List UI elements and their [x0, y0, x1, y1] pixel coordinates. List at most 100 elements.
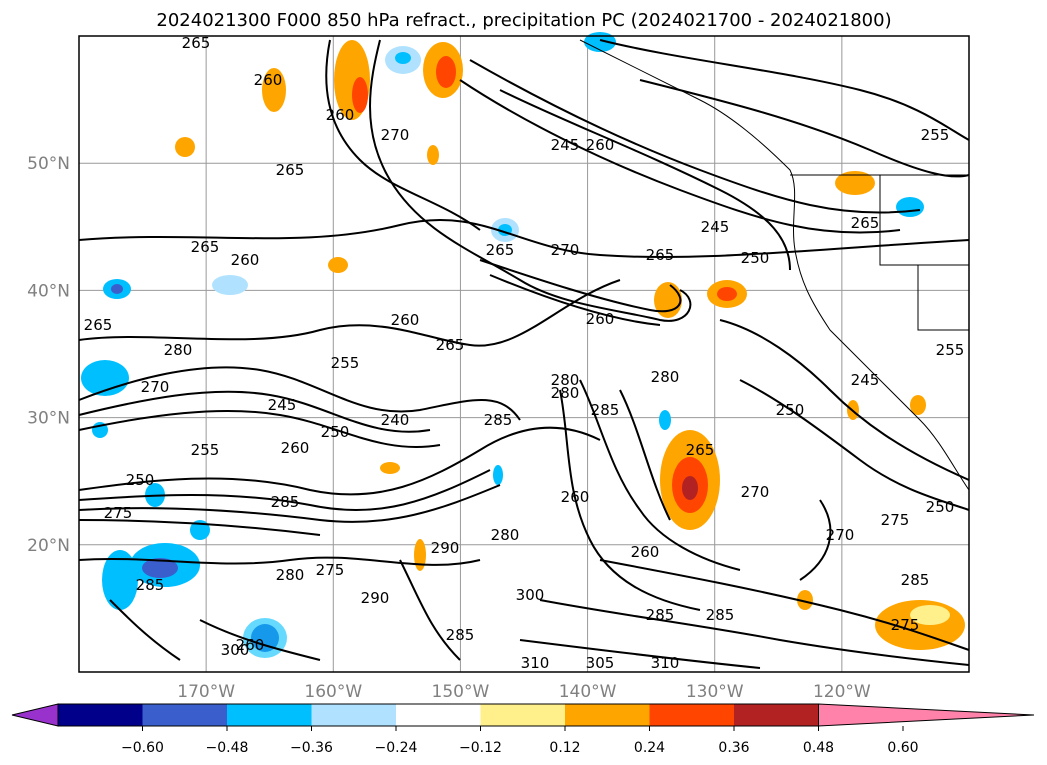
contour-label: 260 — [586, 310, 615, 328]
contour-label: 285 — [646, 606, 675, 624]
lat-label: 30°N — [27, 409, 70, 429]
colorbar-segment — [142, 704, 227, 726]
colorbar-tick-label: 0.12 — [549, 740, 580, 756]
colorbar-tick-label: −0.36 — [290, 740, 333, 756]
contour-label: 265 — [851, 214, 880, 232]
colorbar-segment — [734, 704, 819, 726]
colorbar: −0.60 −0.48 −0.36 −0.24 −0.12 0.12 0.24 0.36 0.4… — [11, 703, 1035, 756]
colorbar-tick-label: −0.48 — [206, 740, 249, 756]
contour-label: 245 — [701, 218, 730, 236]
contour-label: 260 — [236, 636, 265, 654]
contour-label: 290 — [361, 589, 390, 607]
contour-label: 250 — [776, 401, 805, 419]
contour-label: 285 — [484, 411, 513, 429]
contour-label: 280 — [551, 384, 580, 402]
contour-label: 255 — [936, 341, 965, 359]
figure-title: 2024021300 F000 850 hPa refract., precip… — [156, 10, 891, 31]
contour-label: 265 — [686, 441, 715, 459]
contour-label: 260 — [391, 311, 420, 329]
contour-label: 265 — [191, 238, 220, 256]
contour-label: 245 — [268, 396, 297, 414]
contour-label: 300 — [221, 641, 250, 659]
contour-label: 260 — [254, 71, 283, 89]
contour-label: 275 — [316, 561, 345, 579]
contour-label: 275 — [881, 511, 910, 529]
colorbar-segment — [649, 704, 734, 726]
contour-label: 255 — [331, 354, 360, 372]
contour-label: 290 — [431, 539, 460, 557]
contour-label: 265 — [84, 316, 113, 334]
colorbar-tick-label: −0.12 — [459, 740, 502, 756]
contour-label: 285 — [901, 571, 930, 589]
map-frame — [78, 35, 970, 673]
contour-label: 250 — [321, 423, 350, 441]
refractivity-contours — [78, 39, 970, 669]
colorbar-tick-label: 0.24 — [634, 740, 665, 756]
colorbar-tick-label: 0.60 — [887, 740, 918, 756]
colorbar-extend-high — [818, 703, 1035, 727]
contour-label: 260 — [231, 251, 260, 269]
contour-label: 255 — [191, 441, 220, 459]
lon-label: 130°W — [686, 682, 744, 702]
colorbar-segment — [58, 704, 143, 726]
contour-label: 275 — [104, 504, 133, 522]
contour-label: 270 — [141, 378, 170, 396]
contour-labels: 265 260 270 245 260 265 260 255 265 265 260 245 265 2… — [84, 34, 965, 672]
contour-label: 280 — [651, 368, 680, 386]
contour-label: 285 — [271, 493, 300, 511]
contour-label: 260 — [561, 488, 590, 506]
map-panel: 265 260 270 245 260 265 260 255 265 265 260 245 265 2… — [78, 32, 970, 673]
lat-label: 20°N — [27, 536, 70, 556]
contour-label: 250 — [741, 249, 770, 267]
lon-label: 160°W — [304, 682, 362, 702]
lat-label: 50°N — [27, 154, 70, 174]
coastline — [579, 39, 970, 491]
colorbar-tick-label: 0.36 — [718, 740, 749, 756]
lat-label: 40°N — [27, 281, 70, 301]
contour-label: 265 — [486, 241, 515, 259]
colorbar-tick-label: −0.24 — [375, 740, 418, 756]
contour-label: 260 — [281, 439, 310, 457]
contour-label: 255 — [921, 126, 950, 144]
contour-label: 305 — [586, 654, 615, 672]
lon-label: 150°W — [432, 682, 490, 702]
contour-label: 265 — [646, 246, 675, 264]
precipitation-shading — [81, 32, 965, 658]
lon-label: 170°W — [177, 682, 235, 702]
contour-label: 265 — [436, 336, 465, 354]
lon-label: 120°W — [813, 682, 871, 702]
contour-label: 280 — [276, 566, 305, 584]
contour-label: 240 — [381, 411, 410, 429]
colorbar-tick-label: 0.48 — [803, 740, 834, 756]
contour-label: 285 — [706, 606, 735, 624]
contour-label: 260 — [631, 543, 660, 561]
contour-label: 260 — [586, 136, 615, 154]
colorbar-segment — [396, 704, 481, 726]
contour-label: 285 — [591, 401, 620, 419]
lon-label: 140°W — [559, 682, 617, 702]
longitude-labels: 170°W 160°W 150°W 140°W 130°W 120°W — [177, 682, 871, 702]
colorbar-segment — [565, 704, 650, 726]
colorbar-segment — [311, 704, 396, 726]
contour-label: 310 — [521, 654, 550, 672]
colorbar-segment — [480, 704, 565, 726]
contour-label: 270 — [551, 241, 580, 259]
contour-label: 270 — [741, 483, 770, 501]
map-background — [79, 36, 969, 672]
contour-label: 285 — [446, 626, 475, 644]
contour-label: 280 — [164, 341, 193, 359]
contour-label: 270 — [826, 526, 855, 544]
contour-label: 245 — [851, 371, 880, 389]
colorbar-segment — [227, 704, 312, 726]
contour-label: 270 — [381, 126, 410, 144]
colorbar-frame — [57, 703, 819, 727]
contour-label: 285 — [136, 576, 165, 594]
contour-label: 265 — [276, 161, 305, 179]
contour-label: 310 — [651, 654, 680, 672]
contour-label: 280 — [551, 371, 580, 389]
contour-label: 250 — [926, 498, 955, 516]
contour-label: 275 — [891, 616, 920, 634]
contour-label: 280 — [491, 526, 520, 544]
contour-label: 260 — [326, 106, 355, 124]
